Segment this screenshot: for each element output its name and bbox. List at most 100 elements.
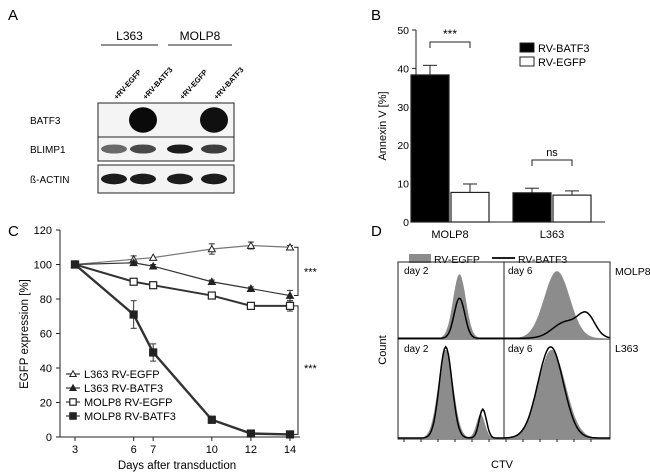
x-tick-label: 6	[131, 444, 137, 456]
significance-label: ***	[304, 363, 318, 375]
data-point	[246, 284, 256, 292]
data-point	[148, 253, 158, 261]
histogram-egfp	[504, 349, 610, 439]
x-tick-label: 12	[245, 444, 257, 456]
data-point	[246, 301, 256, 310]
x-tick-label: 3	[72, 444, 78, 456]
panel-c-letter: C	[8, 223, 19, 240]
panel-b-letter: B	[371, 7, 381, 24]
significance-label: ns	[546, 147, 558, 159]
y-tick-label: 10	[397, 179, 409, 191]
blot-band	[201, 144, 227, 154]
data-point	[149, 281, 158, 290]
legend-label: MOLP8 RV-BATF3	[84, 411, 176, 423]
panel-c-line-chart: 0 20 40 60 80 100 120 3 6 7 10 12 14 Days after trans…	[19, 225, 318, 472]
group-label: MOLP8	[180, 29, 221, 43]
bar	[512, 192, 552, 223]
data-point	[68, 383, 78, 392]
series-line	[74, 263, 291, 436]
y-tick-label: 0	[403, 217, 409, 229]
significance-label: ***	[443, 27, 457, 41]
blot-band	[101, 173, 127, 185]
legend-swatch	[519, 56, 535, 67]
panel-d-histograms: RV-EGFP RV-BATF3 day 2 day 6 day 2 day 6 MOLP8…	[377, 254, 650, 471]
histogram-egfp	[398, 349, 504, 439]
row-label: L363	[615, 343, 639, 355]
histogram-cell-label: day 6	[508, 266, 533, 277]
data-point	[129, 310, 138, 319]
blot-band	[130, 173, 156, 185]
panel-a-letter: A	[8, 7, 18, 24]
y-tick-label: 100	[34, 260, 52, 272]
data-point	[285, 430, 295, 439]
legend-label: RV-EGFP	[434, 254, 480, 266]
y-tick-label: 80	[40, 294, 52, 306]
histogram-batf3	[398, 297, 504, 340]
y-tick-label: 0	[46, 432, 52, 444]
histogram-batf3	[398, 345, 504, 439]
bar	[410, 74, 450, 223]
y-tick-label: 120	[34, 225, 52, 237]
legend-label: RV-BATF3	[538, 43, 590, 55]
data-point	[129, 258, 138, 267]
y-axis-label: Count	[377, 335, 389, 364]
panel-a-group-labels: L363 MOLP8	[101, 29, 232, 46]
blot-label: BATF3	[30, 116, 61, 127]
data-point	[207, 415, 216, 424]
y-axis-label: EGFP expression [%]	[19, 279, 31, 389]
significance-bracket	[294, 305, 299, 435]
y-tick-label: 30	[397, 102, 409, 114]
y-tick-label: 20	[40, 398, 52, 410]
data-point	[285, 242, 295, 251]
panel-b-bar-chart: 0 10 20 30 40 50 Annexin V [%] MOLP8 *** L363 ns RV…	[377, 25, 605, 241]
legend-label: L363 RV-EGFP	[84, 369, 160, 381]
blot-band	[130, 144, 156, 154]
y-tick-label: 40	[40, 363, 52, 375]
lane-label: +RV-BATF3	[212, 65, 246, 101]
legend-label: RV-EGFP	[538, 57, 586, 69]
histogram-batf3	[504, 346, 610, 439]
histogram-cell-label: day 2	[404, 266, 429, 277]
data-point	[70, 260, 80, 269]
blot-label: ß-ACTIN	[30, 175, 69, 186]
x-axis-label: CTV	[491, 459, 514, 471]
legend-label: MOLP8 RV-EGFP	[84, 397, 172, 409]
y-tick-label: 20	[397, 140, 409, 152]
legend-swatch-egfp	[409, 254, 431, 263]
x-tick-label: 10	[206, 444, 218, 456]
group-label: L363	[116, 29, 143, 43]
data-point	[285, 291, 295, 299]
data-point	[246, 240, 256, 249]
data-point	[148, 261, 158, 270]
data-point	[69, 398, 77, 406]
significance-label: ***	[304, 266, 318, 278]
x-tick-label: 14	[284, 444, 296, 456]
data-point	[207, 291, 216, 300]
blot-band	[167, 173, 193, 185]
x-axis-label: Days after transduction	[118, 460, 236, 472]
x-tick-label: 7	[150, 444, 156, 456]
data-point	[285, 301, 295, 310]
legend-label: L363 RV-BATF3	[84, 383, 163, 395]
significance-bracket	[294, 246, 299, 297]
blot-band	[129, 107, 157, 133]
panel-a-lane-labels: +RV-EGFP+RV-BATF3 +RV-EGFP +RV-BATF3	[112, 65, 246, 101]
histogram-batf3	[504, 311, 611, 340]
y-axis-label: Annexin V [%]	[377, 91, 389, 160]
histogram-cell-label: day 2	[404, 344, 429, 355]
panel-d-letter: D	[371, 223, 382, 240]
histogram-egfp	[504, 271, 610, 339]
data-point	[207, 277, 217, 286]
legend-swatch	[519, 42, 535, 53]
x-category-label: MOLP8	[431, 229, 468, 241]
series-line	[74, 263, 290, 307]
lane-label: +RV-EGFP	[112, 68, 144, 102]
panel-a-blots: BATF3 BLIMP1 ß-ACTIN	[30, 102, 235, 194]
legend-label: RV-BATF3	[518, 254, 567, 266]
data-point	[207, 244, 217, 253]
lane-label: +RV-EGFP	[178, 68, 210, 102]
blot-band	[167, 144, 193, 154]
series-line	[74, 244, 291, 266]
data-point	[69, 412, 77, 420]
